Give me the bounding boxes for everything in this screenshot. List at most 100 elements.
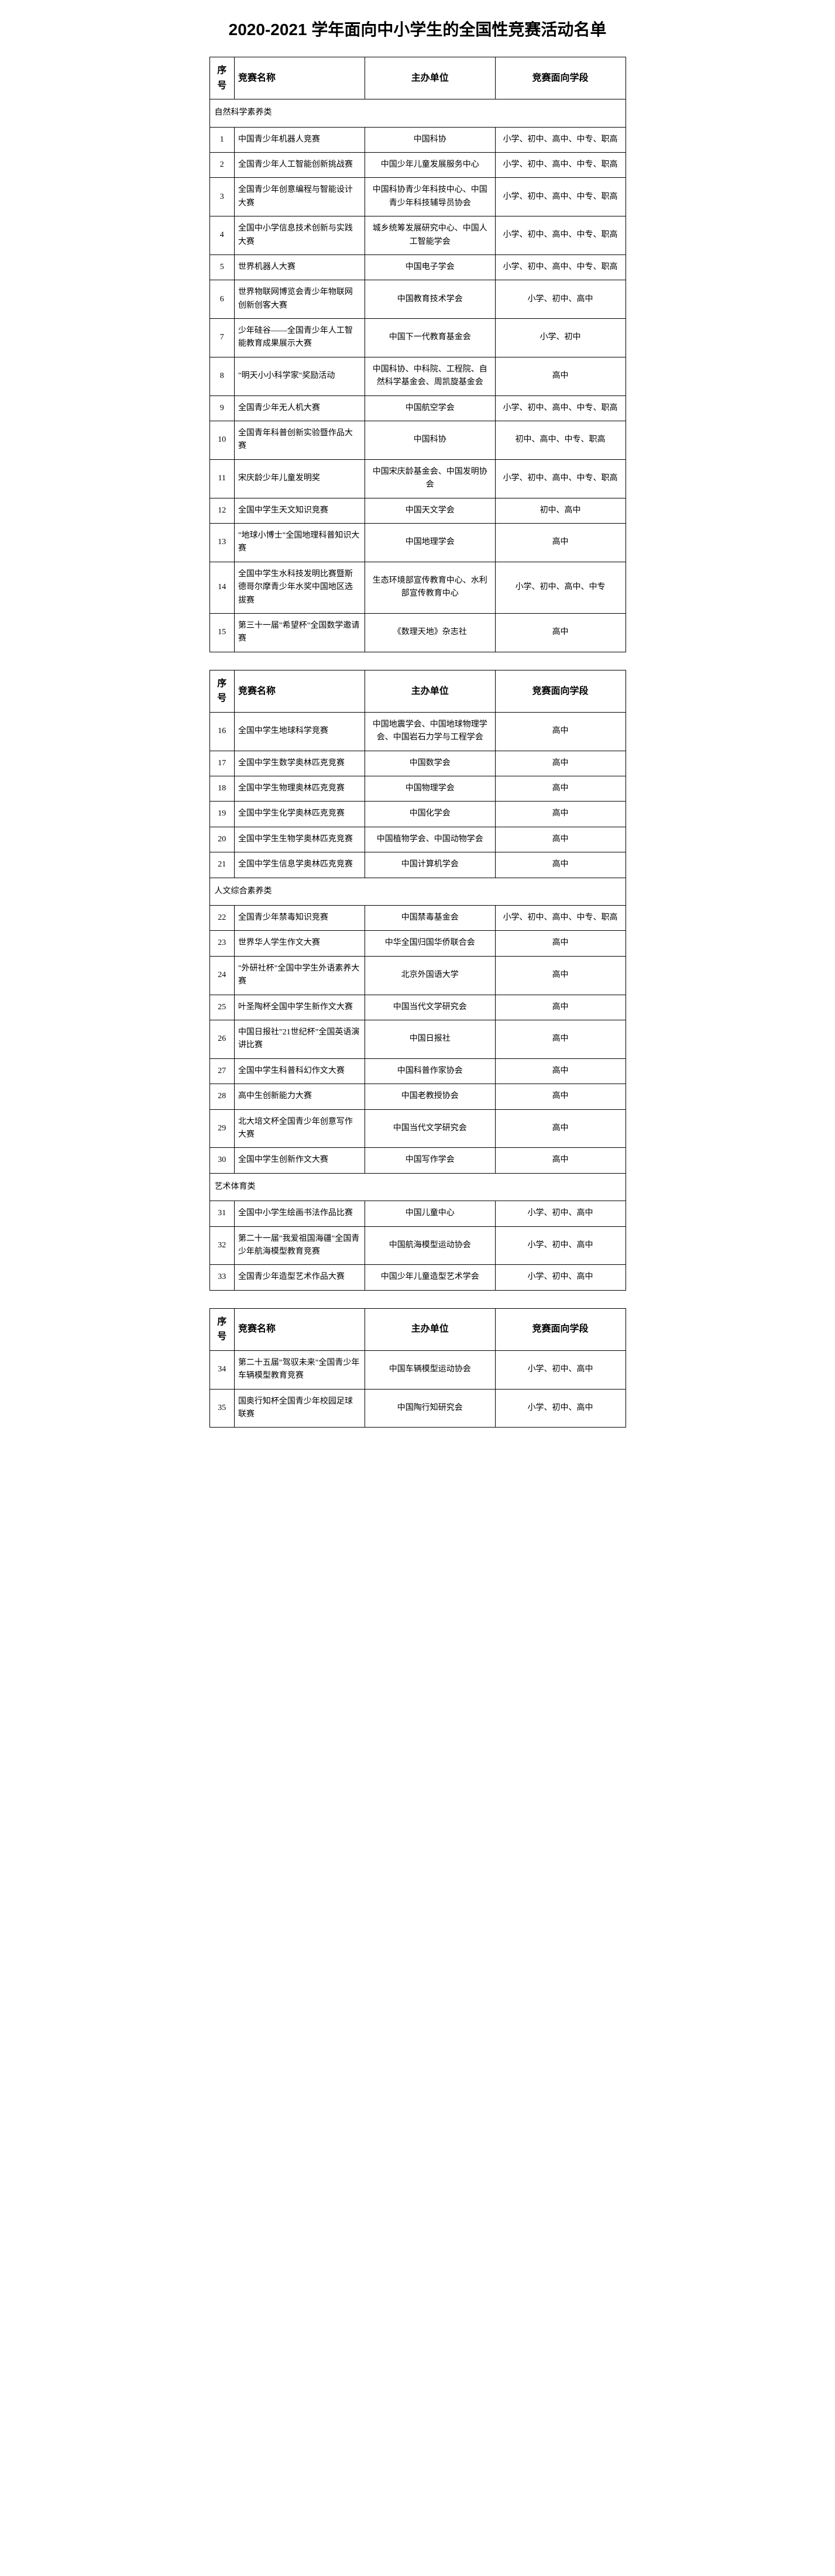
header-row: 序号 竞赛名称 主办单位 竞赛面向学段 <box>209 670 626 712</box>
cell-stage: 高中 <box>495 956 626 995</box>
cell-name: 全国中学生信息学奥林匹克竞赛 <box>234 852 365 878</box>
cell-org: 《数理天地》杂志社 <box>365 613 495 652</box>
table-row: 24"外研社杯"全国中学生外语素养大赛北京外国语大学高中 <box>209 956 626 995</box>
table-row: 1中国青少年机器人竞赛中国科协小学、初中、高中、中专、职高 <box>209 127 626 152</box>
cell-org: 中国航空学会 <box>365 395 495 421</box>
cell-org: 中国计算机学会 <box>365 852 495 878</box>
cell-stage: 小学、初中、高中、中专、职高 <box>495 216 626 255</box>
cell-idx: 21 <box>209 852 234 878</box>
table-row: 22全国青少年禁毒知识竞赛中国禁毒基金会小学、初中、高中、中专、职高 <box>209 906 626 931</box>
cell-name: 第二十五届"驾驭未来"全国青少年车辆模型教育竞赛 <box>234 1350 365 1389</box>
cell-stage: 高中 <box>495 931 626 956</box>
cell-stage: 高中 <box>495 827 626 852</box>
page-title: 2020-2021 学年面向中小学生的全国性竞赛活动名单 <box>209 18 626 42</box>
cell-idx: 26 <box>209 1020 234 1059</box>
cell-stage: 高中 <box>495 524 626 562</box>
table-row: 32第二十一届"我爱祖国海疆"全国青少年航海模型教育竞赛中国航海模型运动协会小学… <box>209 1226 626 1265</box>
header-name: 竞赛名称 <box>234 670 365 712</box>
cell-idx: 12 <box>209 498 234 523</box>
table-row: 9全国青少年无人机大赛中国航空学会小学、初中、高中、中专、职高 <box>209 395 626 421</box>
cell-org: 中国科协、中科院、工程院、自然科学基金会、周凯旋基金会 <box>365 357 495 395</box>
cell-idx: 16 <box>209 712 234 751</box>
cell-stage: 小学、初中、高中、中专、职高 <box>495 127 626 152</box>
cell-org: 中国物理学会 <box>365 776 495 802</box>
cell-org: 中国少年儿童发展服务中心 <box>365 152 495 177</box>
cell-idx: 24 <box>209 956 234 995</box>
table-row: 17全国中学生数学奥林匹克竞赛中国数学会高中 <box>209 751 626 776</box>
table-row: 15第三十一届"希望杯"全国数学邀请赛《数理天地》杂志社高中 <box>209 613 626 652</box>
cell-idx: 34 <box>209 1350 234 1389</box>
table-row: 29北大培文杯全国青少年创意写作大赛中国当代文学研究会高中 <box>209 1109 626 1148</box>
cell-org: 中国数学会 <box>365 751 495 776</box>
category-row: 艺术体育类 <box>209 1173 626 1201</box>
header-name: 竞赛名称 <box>234 1308 365 1350</box>
category-row: 自然科学素养类 <box>209 99 626 127</box>
cell-name: 全国中学生物理奥林匹克竞赛 <box>234 776 365 802</box>
cell-stage: 小学、初中、高中、中专、职高 <box>495 254 626 280</box>
cell-name: 全国中学生生物学奥林匹克竞赛 <box>234 827 365 852</box>
table-row: 3全国青少年创意编程与智能设计大赛中国科协青少年科技中心、中国青少年科技辅导员协… <box>209 178 626 216</box>
cell-org: 城乡统筹发展研究中心、中国人工智能学会 <box>365 216 495 255</box>
competition-table-3: 序号 竞赛名称 主办单位 竞赛面向学段 34第二十五届"驾驭未来"全国青少年车辆… <box>209 1308 626 1428</box>
cell-org: 生态环境部宣传教育中心、水利部宣传教育中心 <box>365 562 495 613</box>
table-row: 31全国中小学生绘画书法作品比赛中国儿童中心小学、初中、高中 <box>209 1201 626 1226</box>
cell-name: 全国中小学信息技术创新与实践大赛 <box>234 216 365 255</box>
table-row: 30全国中学生创新作文大赛中国写作学会高中 <box>209 1148 626 1173</box>
cell-name: 北大培文杯全国青少年创意写作大赛 <box>234 1109 365 1148</box>
cell-name: "外研社杯"全国中学生外语素养大赛 <box>234 956 365 995</box>
cell-name: 世界物联网博览会青少年物联网创新创客大赛 <box>234 280 365 319</box>
cell-name: 高中生创新能力大赛 <box>234 1084 365 1109</box>
cell-idx: 25 <box>209 995 234 1020</box>
table-row: 20全国中学生生物学奥林匹克竞赛中国植物学会、中国动物学会高中 <box>209 827 626 852</box>
cell-name: 全国中学生化学奥林匹克竞赛 <box>234 802 365 827</box>
cell-stage: 高中 <box>495 1084 626 1109</box>
header-stage: 竞赛面向学段 <box>495 1308 626 1350</box>
cell-idx: 35 <box>209 1389 234 1428</box>
table-row: 6世界物联网博览会青少年物联网创新创客大赛中国教育技术学会小学、初中、高中 <box>209 280 626 319</box>
cell-idx: 32 <box>209 1226 234 1265</box>
cell-org: 中国当代文学研究会 <box>365 1109 495 1148</box>
cell-org: 中国下一代教育基金会 <box>365 319 495 357</box>
cell-idx: 31 <box>209 1201 234 1226</box>
cell-stage: 小学、初中、高中 <box>495 1226 626 1265</box>
cell-org: 中国老教授协会 <box>365 1084 495 1109</box>
header-idx: 序号 <box>209 1308 234 1350</box>
cell-idx: 1 <box>209 127 234 152</box>
table-row: 35国奥行知杯全国青少年校园足球联赛中国陶行知研究会小学、初中、高中 <box>209 1389 626 1428</box>
cell-name: 世界华人学生作文大赛 <box>234 931 365 956</box>
cell-idx: 19 <box>209 802 234 827</box>
cell-idx: 4 <box>209 216 234 255</box>
cell-org: 中国科普作家协会 <box>365 1058 495 1084</box>
cell-stage: 高中 <box>495 1020 626 1059</box>
cell-org: 中国科协 <box>365 421 495 460</box>
cell-name: 全国中学生数学奥林匹克竞赛 <box>234 751 365 776</box>
cell-stage: 小学、初中、高中 <box>495 1265 626 1290</box>
category-label: 艺术体育类 <box>209 1173 626 1201</box>
cell-idx: 23 <box>209 931 234 956</box>
cell-stage: 小学、初中、高中、中专、职高 <box>495 906 626 931</box>
category-label: 人文综合素养类 <box>209 878 626 905</box>
cell-stage: 高中 <box>495 1058 626 1084</box>
cell-org: 中国少年儿童造型艺术学会 <box>365 1265 495 1290</box>
cell-idx: 28 <box>209 1084 234 1109</box>
cell-stage: 高中 <box>495 776 626 802</box>
cell-org: 中国车辆模型运动协会 <box>365 1350 495 1389</box>
cell-name: 中国日报社"21世纪杯"全国英语演讲比赛 <box>234 1020 365 1059</box>
cell-org: 中国地理学会 <box>365 524 495 562</box>
cell-idx: 27 <box>209 1058 234 1084</box>
cell-name: 全国中学生天文知识竞赛 <box>234 498 365 523</box>
table-row: 21全国中学生信息学奥林匹克竞赛中国计算机学会高中 <box>209 852 626 878</box>
cell-stage: 高中 <box>495 1148 626 1173</box>
cell-stage: 小学、初中、高中 <box>495 1350 626 1389</box>
cell-stage: 高中 <box>495 712 626 751</box>
table-row: 26中国日报社"21世纪杯"全国英语演讲比赛中国日报社高中 <box>209 1020 626 1059</box>
cell-org: 中国化学会 <box>365 802 495 827</box>
cell-stage: 小学、初中、高中、中专 <box>495 562 626 613</box>
table-row: 16全国中学生地球科学竞赛中国地震学会、中国地球物理学会、中国岩石力学与工程学会… <box>209 712 626 751</box>
table-row: 10全国青年科普创新实验暨作品大赛中国科协初中、高中、中专、职高 <box>209 421 626 460</box>
cell-name: 全国青少年创意编程与智能设计大赛 <box>234 178 365 216</box>
cell-org: 中国日报社 <box>365 1020 495 1059</box>
cell-name: "明天小小科学家"奖励活动 <box>234 357 365 395</box>
cell-org: 中国陶行知研究会 <box>365 1389 495 1428</box>
cell-name: 全国中学生科普科幻作文大赛 <box>234 1058 365 1084</box>
